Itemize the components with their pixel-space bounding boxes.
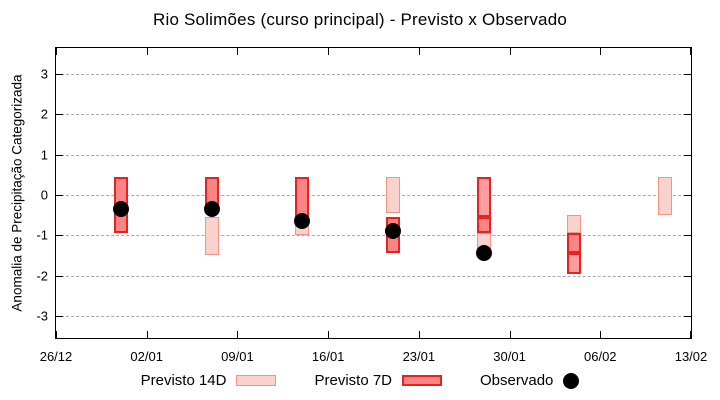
forecast-bar-segment-7d [476,217,491,234]
gridline-y-1 [56,154,691,156]
forecast-bar-segment-7d [295,176,310,218]
legend-item-observado: Observado [480,372,580,389]
x-tick-bottom [509,331,511,338]
forecast-bar-segment-14d [567,215,582,234]
y-tick-left [56,195,63,196]
y-tick-left [56,114,63,116]
x-tick-label: 16/01 [311,349,345,364]
observed-dot [112,201,129,218]
forecast-bar-segment-14d [204,217,219,256]
x-tick-label: 30/01 [493,349,526,364]
x-tick-label: 02/01 [130,349,163,364]
observed-dot [294,213,311,230]
x-tick-label: 09/01 [221,349,254,364]
y-tick-right [684,275,691,277]
legend-swatch-14d [236,375,277,386]
y-tick-left [56,315,63,317]
x-tick-top [418,48,420,55]
legend-swatch-observado-dot [563,372,580,389]
x-tick-bottom [237,331,239,338]
x-tick-bottom [690,331,691,338]
y-tick-label: 1 [40,147,48,163]
y-tick-left [56,154,63,156]
x-tick-bottom [600,331,602,338]
plot-area [55,47,692,339]
x-tick-label: 26/12 [39,349,73,364]
gridline-y-3 [56,74,691,76]
legend-item-previsto-14d: Previsto 14D [141,372,277,389]
observed-dot [384,223,401,240]
observed-dot [475,245,492,262]
x-tick-top [56,48,57,55]
legend-label-previsto-14d: Previsto 14D [140,372,227,389]
legend-swatch-7d [402,375,443,386]
gridline-y-2 [56,114,691,116]
y-tick-label: -1 [36,227,48,243]
y-tick-right [684,235,691,237]
y-tick-label: 2 [40,106,48,122]
legend-label-observado: Observado [480,372,554,389]
chart-title: Rio Solimões (curso principal) - Previst… [152,10,568,29]
y-tick-right [684,114,691,116]
x-tick-bottom [418,331,420,338]
y-tick-left [56,275,63,277]
x-tick-label: 13/02 [674,349,708,364]
forecast-bar-segment-7d_light [567,253,582,274]
x-tick-top [146,48,148,55]
y-tick-right [684,74,691,76]
y-tick-label: -3 [36,308,48,324]
forecast-bar-segment-7d_light [476,176,491,218]
y-tick-label: -2 [36,268,48,284]
gridline-y--2 [56,275,691,277]
legend-label-previsto-7d: Previsto 7D [314,372,393,389]
y-tick-left [56,235,63,237]
y-tick-left [56,74,63,76]
x-tick-bottom [146,331,148,338]
y-tick-right [684,195,691,196]
legend-item-previsto-7d: Previsto 7D [314,372,443,389]
x-tick-top [690,48,691,55]
x-tick-top [328,48,330,55]
observed-dot [203,201,220,218]
y-tick-label: 3 [40,66,48,82]
gridline-y-0 [56,195,691,196]
x-tick-top [237,48,239,55]
x-tick-bottom [56,331,57,338]
x-tick-label: 06/02 [584,349,617,364]
gridline-y--1 [56,235,691,237]
forecast-bar-segment-7d [567,233,582,254]
y-tick-label: 0 [40,187,48,203]
x-tick-label: 23/01 [402,349,436,364]
forecast-bar-segment-14d [385,176,400,214]
y-tick-right [684,315,691,317]
legend: Previsto 14D Previsto 7D Observado [0,372,720,389]
forecast-bar-segment-14d [658,176,673,216]
x-tick-top [509,48,511,55]
x-tick-bottom [328,331,330,338]
gridline-y--3 [56,315,691,317]
y-tick-right [684,154,691,156]
x-tick-top [600,48,602,55]
